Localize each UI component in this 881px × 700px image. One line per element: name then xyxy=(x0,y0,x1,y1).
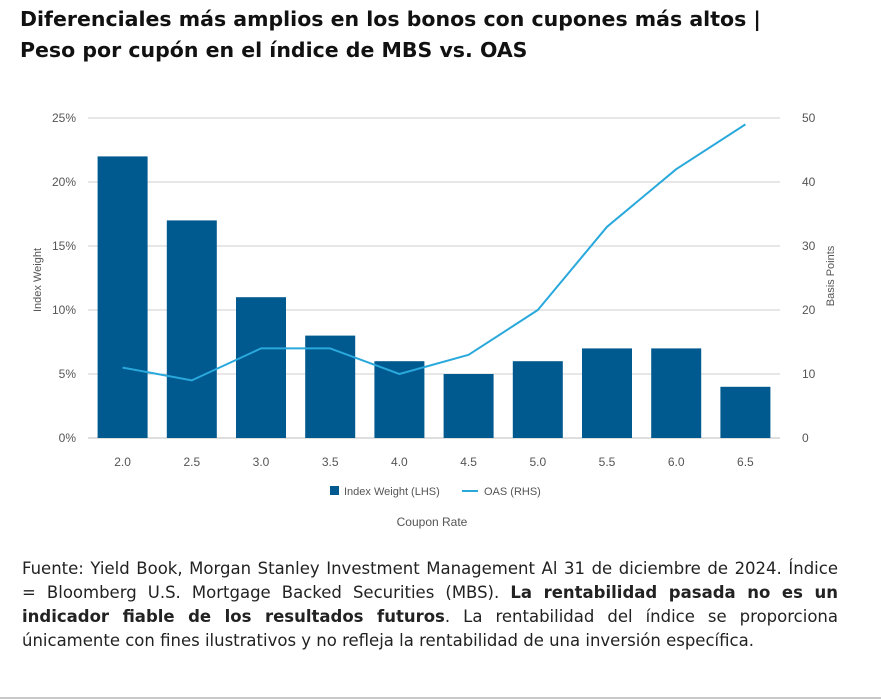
left-axis-ticks: 0% 5% 10% 15% 20% 25% xyxy=(52,111,76,445)
bar xyxy=(443,374,494,438)
right-tick-label: 20 xyxy=(802,303,816,317)
bar xyxy=(651,348,702,438)
right-axis-ticks: 0 10 20 30 40 50 xyxy=(802,111,816,445)
chart-title-line-2: Peso por cupón en el índice de MBS vs. O… xyxy=(20,38,528,62)
bar-series xyxy=(97,156,771,438)
x-tick-label: 4.5 xyxy=(460,455,477,469)
bar xyxy=(582,348,632,438)
x-tick-label: 6.5 xyxy=(737,455,754,469)
line-series xyxy=(122,123,746,382)
bottom-divider xyxy=(0,697,881,699)
chart-title-line-1: Diferenciales más amplios en los bonos c… xyxy=(20,7,761,31)
source-disclaimer-bold: La rentabilidad pasada no es un indicado… xyxy=(22,583,839,626)
bar xyxy=(166,220,217,438)
x-tick-label: 2.0 xyxy=(114,455,131,469)
right-tick-label: 30 xyxy=(802,239,816,253)
left-tick-label: 20% xyxy=(52,175,76,189)
right-tick-label: 0 xyxy=(802,431,809,445)
x-axis-ticks: 2.0 2.5 3.0 3.5 4.0 4.5 5.0 5.5 6.0 6.5 xyxy=(114,455,754,469)
bar xyxy=(236,297,286,438)
source-note: Fuente: Yield Book, Morgan Stanley Inves… xyxy=(22,557,838,653)
right-tick-label: 40 xyxy=(802,175,816,189)
x-axis-title: Coupon Rate xyxy=(397,515,468,529)
legend-bar-label: Index Weight (LHS) xyxy=(344,486,440,498)
source-text: Fuente: Yield Book, Morgan Stanley Inves… xyxy=(22,559,838,602)
bar xyxy=(512,361,563,438)
left-tick-label: 0% xyxy=(59,431,77,445)
x-tick-label: 3.0 xyxy=(253,455,270,469)
chart-title: Diferenciales más amplios en los bonos c… xyxy=(20,4,860,66)
x-tick-label: 2.5 xyxy=(183,455,200,469)
left-tick-label: 5% xyxy=(59,367,77,381)
bar xyxy=(374,361,425,438)
combo-chart: 0% 5% 10% 15% 20% 25% 0 10 20 30 40 50 2.0 2.5 3.0 3.… xyxy=(32,111,837,529)
legend-bar-swatch xyxy=(330,486,339,495)
left-tick-label: 15% xyxy=(52,239,76,253)
right-tick-label: 10 xyxy=(802,367,816,381)
left-tick-label: 25% xyxy=(52,111,76,125)
x-tick-label: 4.0 xyxy=(391,455,408,469)
oas-line xyxy=(122,123,746,382)
x-tick-label: 5.0 xyxy=(529,455,546,469)
left-tick-label: 10% xyxy=(52,303,76,317)
bar xyxy=(720,386,771,438)
x-tick-label: 6.0 xyxy=(668,455,685,469)
bar xyxy=(305,335,356,438)
source-text-continued: . La rentabilidad del índice se proporci… xyxy=(22,607,838,650)
right-tick-label: 50 xyxy=(802,111,816,125)
x-tick-label: 5.5 xyxy=(599,455,616,469)
left-axis-title: Index Weight xyxy=(32,248,44,312)
right-axis-title: Basis Points xyxy=(825,245,837,306)
legend-line-label: OAS (RHS) xyxy=(484,486,541,498)
legend: Index Weight (LHS) OAS (RHS) xyxy=(330,486,541,498)
bar xyxy=(97,156,148,438)
x-tick-label: 3.5 xyxy=(322,455,339,469)
